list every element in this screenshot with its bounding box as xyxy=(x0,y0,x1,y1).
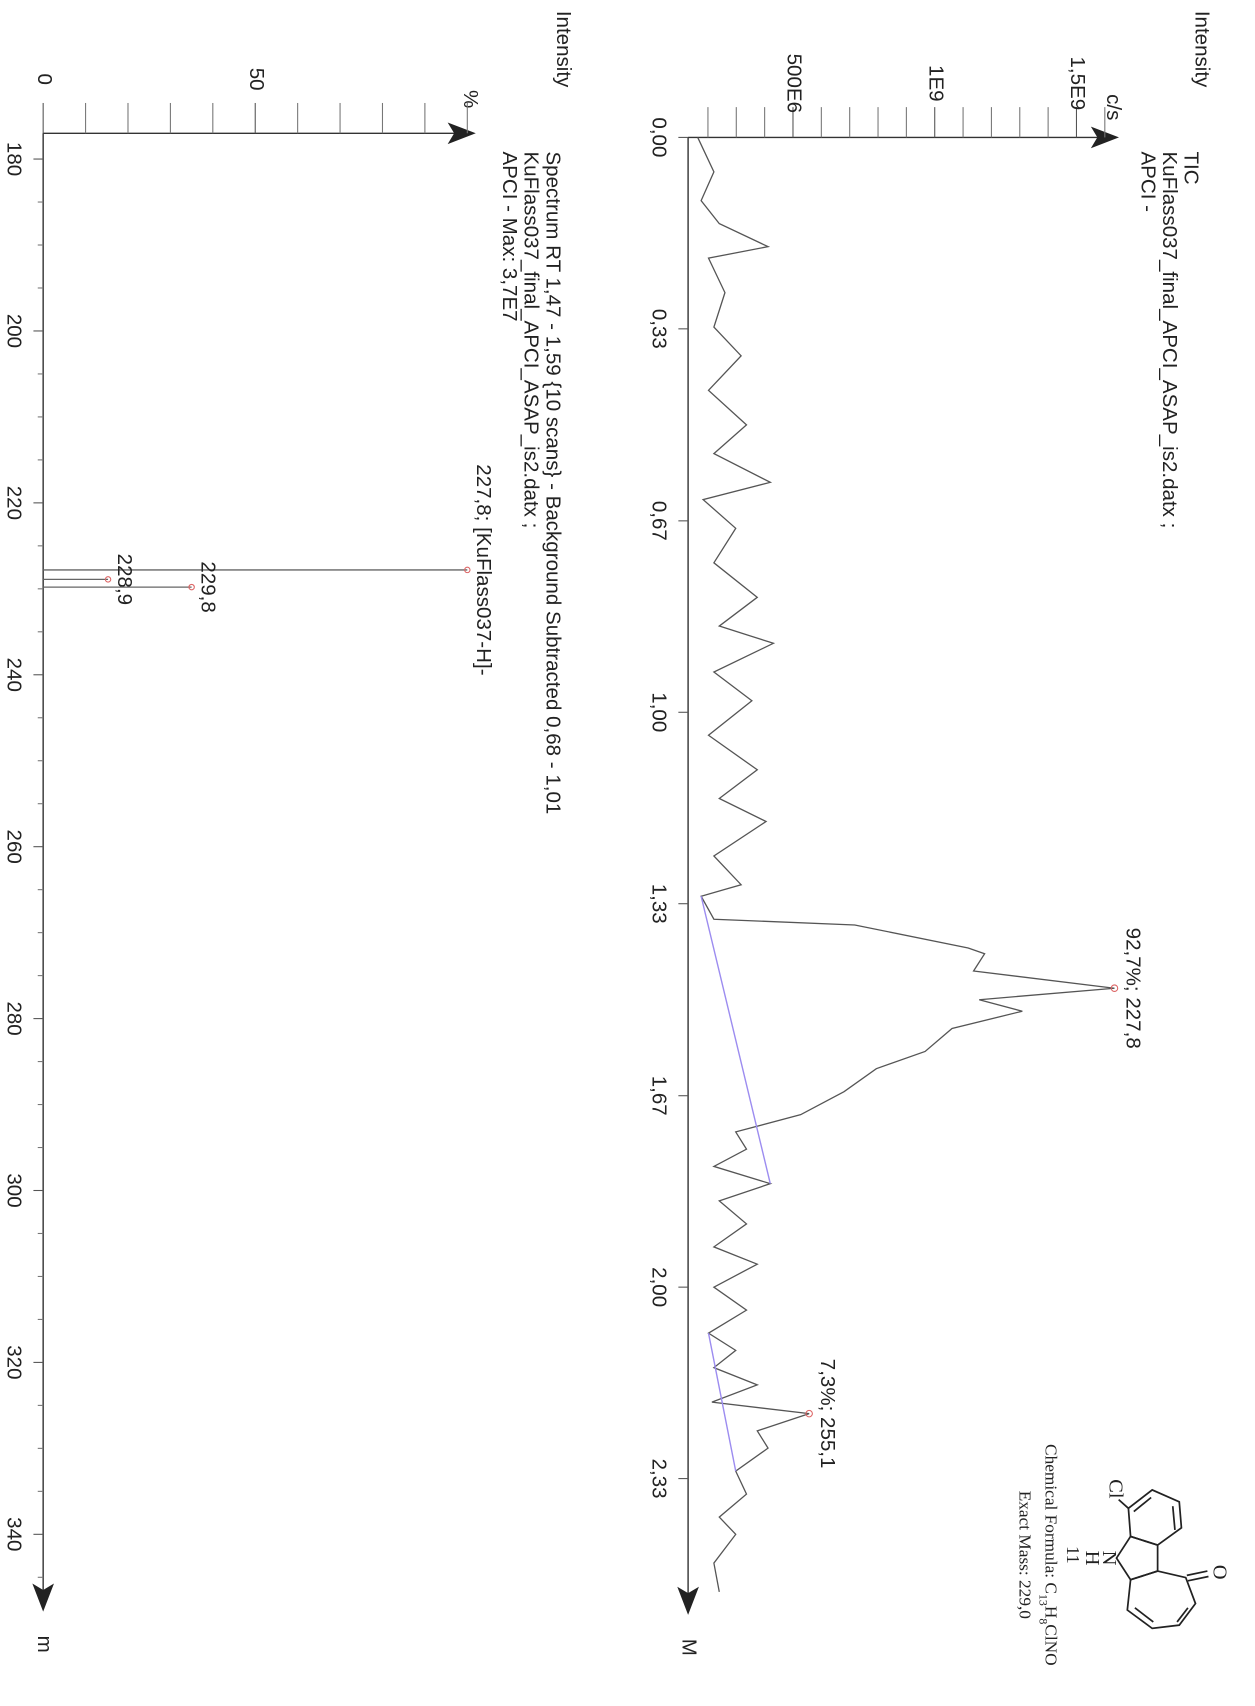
integration-baseline xyxy=(700,896,771,1184)
double-bond xyxy=(1176,1607,1189,1623)
double-bond xyxy=(1134,1607,1154,1623)
benzene-ring xyxy=(1127,1488,1183,1547)
y-tick-label: 0 xyxy=(33,73,56,84)
chart-subtitle: KuFlass037_final_APCI_ASAP_is2.datx ; xyxy=(1158,151,1181,528)
formula: Chemical Formula: C13H8ClNO xyxy=(1037,1444,1061,1666)
y-tick-label: 1E9 xyxy=(924,65,947,102)
x-tick-label: 320 xyxy=(2,1345,25,1379)
formula-subscript: 8 xyxy=(1037,1618,1051,1624)
x-tick-label: 1,67 xyxy=(647,1076,670,1116)
x-axis-label: M xyxy=(678,1639,701,1656)
x-tick-label: 180 xyxy=(2,142,25,176)
double-bond xyxy=(1133,1496,1152,1513)
y-axis-label: Intensity xyxy=(552,11,575,88)
y-axis-label: Intensity xyxy=(1190,11,1213,88)
x-tick-label: 300 xyxy=(2,1173,25,1207)
x-tick-label: 1,00 xyxy=(647,692,670,732)
atom-label: O xyxy=(1208,1565,1230,1580)
x-tick-label: 280 xyxy=(2,1001,25,1035)
peak-annotation: 92,7%; 227,8 xyxy=(1121,928,1144,1049)
exact-mass: Exact Mass: 229,0 xyxy=(1015,1491,1034,1619)
formula-subscript: 13 xyxy=(1037,1594,1051,1606)
x-tick-label: 220 xyxy=(2,486,25,520)
x-tick-label: 0,00 xyxy=(647,117,670,157)
peak-marker xyxy=(104,576,112,583)
y-tick-label: 50 xyxy=(245,68,268,91)
double-bond xyxy=(1171,1506,1176,1531)
x-axis-label: m xyxy=(33,1636,56,1653)
peak-annotation: 7,3%; 255,1 xyxy=(816,1359,839,1469)
x-tick-label: 200 xyxy=(2,314,25,348)
x-tick-label: 260 xyxy=(2,830,25,864)
peak-marker xyxy=(805,1409,813,1418)
tropone-ring xyxy=(1126,1570,1197,1630)
x-tick-label: 0,33 xyxy=(647,309,670,349)
pyrrole-ring xyxy=(1115,1535,1159,1581)
atom-label: Cl xyxy=(1105,1479,1127,1499)
peak-label: 229,8 xyxy=(196,561,219,612)
peak-marker xyxy=(188,583,195,591)
formula-part: ClNO xyxy=(1041,1624,1060,1665)
atom-label: H xyxy=(1081,1551,1103,1566)
chart-subtitle: APCI - Max: 3,7E7 xyxy=(498,151,521,321)
integration-baseline xyxy=(707,1332,737,1472)
y-unit: % xyxy=(459,90,482,108)
x-tick-label: 1,33 xyxy=(647,884,670,924)
rotated-content: O N H Cl 11 Chemical Formula: C13H8ClNO … xyxy=(2,11,1230,1666)
x-tick-label: 240 xyxy=(2,658,25,692)
axis-arrow xyxy=(32,1583,54,1612)
x-tick-label: 0,67 xyxy=(647,501,670,541)
cl-bond xyxy=(1118,1499,1129,1509)
chart-title: Spectrum RT 1,47 - 1,59 {10 scans} - Bac… xyxy=(541,151,564,814)
compound-number: 11 xyxy=(1063,1546,1083,1564)
peak-marker xyxy=(464,566,471,574)
chart-subtitle: KuFlass037_final_APCI_ASAP_is2.datx ; xyxy=(520,151,543,528)
chart-title: TIC xyxy=(1180,151,1203,184)
y-tick-label: 500E6 xyxy=(783,54,806,113)
peak-marker xyxy=(1110,984,1119,993)
atom-label: N xyxy=(1098,1551,1120,1566)
carbonyl-bond xyxy=(1187,1575,1209,1582)
structure xyxy=(1115,1488,1209,1630)
y-tick-label: 1,5E9 xyxy=(1066,56,1089,110)
chart-subtitle: APCI - xyxy=(1136,151,1159,212)
x-tick-label: 2,33 xyxy=(647,1459,670,1499)
x-tick-label: 340 xyxy=(2,1517,25,1551)
formula-part: Chemical Formula: C xyxy=(1041,1444,1060,1594)
y-unit: c/s xyxy=(1102,94,1125,120)
formula-part: H xyxy=(1041,1606,1060,1619)
peak-label: 227,8; [KuFlass037-H]- xyxy=(472,464,495,675)
x-tick-label: 2,00 xyxy=(647,1267,670,1307)
tic-trace xyxy=(697,137,1115,1592)
axis-arrow xyxy=(677,1586,699,1615)
carbonyl-bond xyxy=(1186,1570,1208,1577)
axis-arrow xyxy=(447,122,476,145)
peak-label: 228,9 xyxy=(113,554,136,605)
